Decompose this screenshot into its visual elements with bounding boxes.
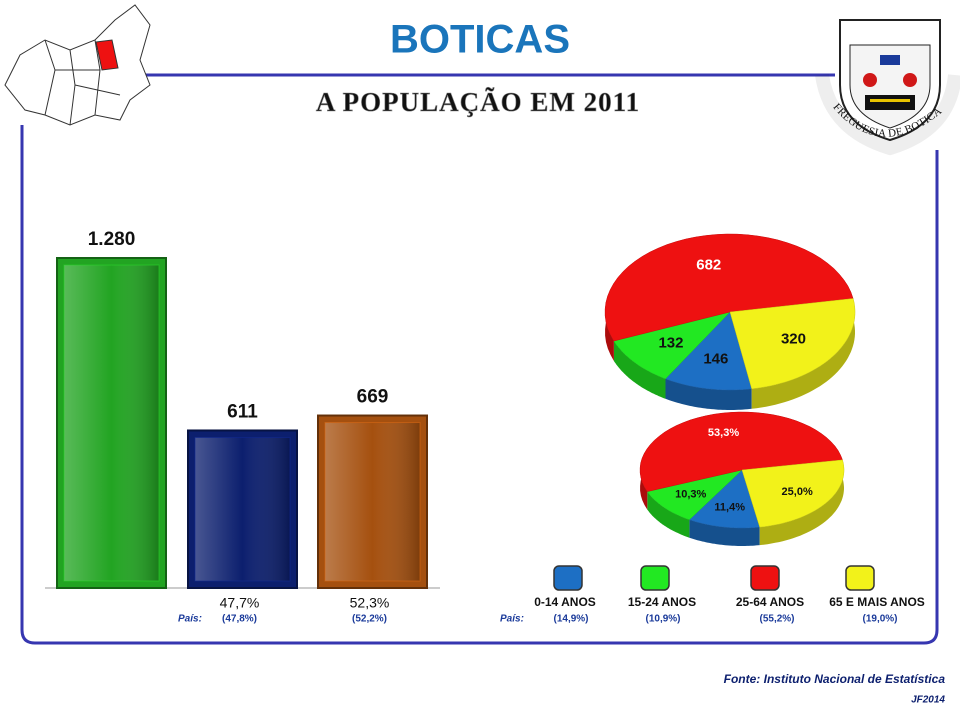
slice-label: 10,3% xyxy=(675,489,706,501)
pie-slice xyxy=(646,469,743,520)
bar-bevel xyxy=(63,264,160,582)
pie-slice xyxy=(613,311,731,380)
legend-swatch xyxy=(845,565,875,591)
country-value: (19,0%) xyxy=(862,614,897,625)
legend-label: 25-64 ANOS xyxy=(736,595,804,609)
pie-side xyxy=(751,298,855,409)
legend-swatch xyxy=(640,565,670,591)
value-label: 669 xyxy=(357,387,389,408)
value-label: 611 xyxy=(227,401,258,422)
share-label: 47,7% xyxy=(220,595,260,611)
pie-side xyxy=(665,378,752,410)
legend-swatch xyxy=(553,565,583,591)
pie-slice xyxy=(665,311,753,391)
slice-label: 25,0% xyxy=(782,486,813,498)
share-label: 52,3% xyxy=(350,595,390,611)
legend-label: 65 E MAIS ANOS xyxy=(829,595,925,609)
country-label: País: xyxy=(500,614,524,625)
title: BOTICAS xyxy=(390,18,570,62)
source: Fonte: Instituto Nacional de Estatística xyxy=(724,672,946,686)
subtitle: A POPULAÇÃO EM 2011 xyxy=(316,87,640,117)
pie-slice xyxy=(604,233,854,342)
pie-slice xyxy=(639,411,843,492)
slice-label: 146 xyxy=(703,351,728,368)
legend-swatch xyxy=(750,565,780,591)
legend-label: 0-14 ANOS xyxy=(534,595,596,609)
country-label: País: xyxy=(178,614,202,625)
credit: JF2014 xyxy=(911,695,945,706)
country-value: (47,8%) xyxy=(222,614,257,625)
pie-side xyxy=(613,341,666,399)
bar-bevel xyxy=(324,422,421,582)
value-label: 1.280 xyxy=(88,229,136,250)
slice-label: 53,3% xyxy=(708,427,739,439)
pie-side xyxy=(689,519,760,546)
pie-side xyxy=(647,491,690,538)
country-value: (14,9%) xyxy=(553,614,588,625)
slice-label: 132 xyxy=(658,334,683,351)
pie-slice xyxy=(688,469,761,529)
country-value: (55,2%) xyxy=(759,614,794,625)
slice-label: 682 xyxy=(696,256,721,273)
country-value: (10,9%) xyxy=(645,614,680,625)
slice-label: 320 xyxy=(781,331,806,348)
country-value: (52,2%) xyxy=(352,614,387,625)
frame xyxy=(20,73,939,645)
bar-bevel xyxy=(194,436,291,582)
pie-slice xyxy=(741,459,845,528)
pie-slice xyxy=(729,298,856,390)
region-map xyxy=(4,4,151,126)
slice-label: 11,4% xyxy=(714,502,745,514)
legend-label: 15-24 ANOS xyxy=(628,595,696,609)
